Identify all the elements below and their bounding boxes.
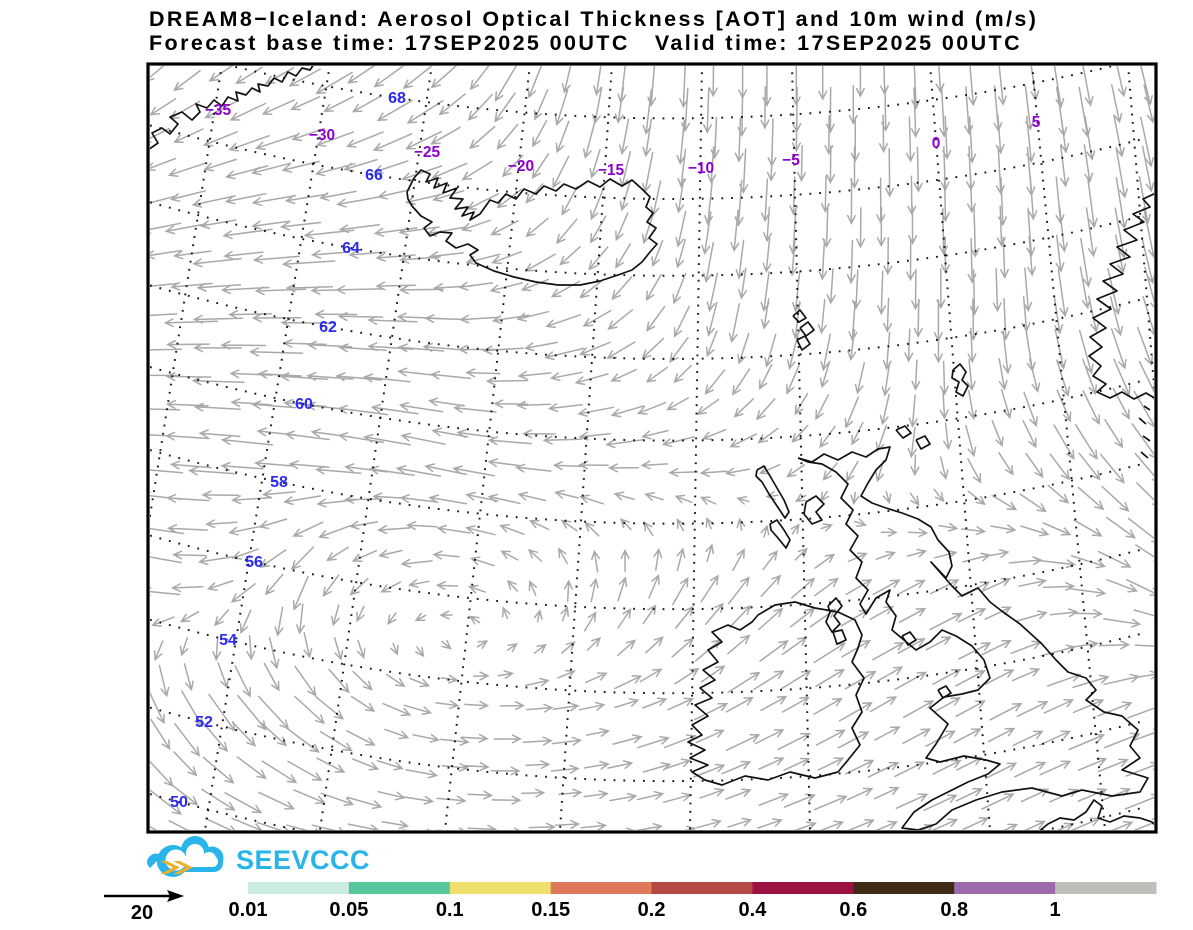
longitude-label: −15	[598, 162, 625, 179]
map-frame	[146, 62, 1158, 834]
logo-arrow-icon	[173, 861, 193, 874]
legend-segment	[550, 882, 653, 894]
legend-segment	[348, 882, 451, 894]
coastline-islay	[825, 597, 843, 633]
wind-vector-field	[150, 66, 1154, 830]
meridian-line	[559, 66, 613, 830]
legend-segment	[1055, 882, 1157, 894]
parallel-line	[150, 449, 1141, 525]
coastline-shetland	[951, 363, 969, 397]
coastline-norway-islet-2	[1138, 417, 1147, 425]
wind-arrows	[150, 66, 1154, 830]
longitude-labels: −35 −30 −25 −20 −15 −10 −5 0 5	[205, 102, 1041, 179]
latitude-label: 56	[245, 554, 263, 571]
legend-segment	[449, 882, 552, 894]
legend-label: 0.8	[940, 899, 968, 921]
coastline-faroe-3	[796, 335, 811, 351]
seevccc-logo: SEEVCCC	[147, 836, 370, 877]
meridian-line	[689, 66, 703, 830]
coastline-isle-of-man	[901, 631, 917, 646]
wind-scale-arrowhead-icon	[167, 890, 184, 902]
coastline-hebrides-2	[769, 519, 791, 549]
legend-segment	[853, 882, 955, 894]
meridian-line	[929, 66, 991, 830]
coastline-greenland	[150, 66, 314, 150]
coastline-anglesey	[937, 685, 952, 699]
graticule-parallels	[150, 66, 1141, 830]
wind-scale-reference: 20	[104, 890, 184, 924]
latitude-label: 50	[170, 794, 188, 811]
legend-label: 0.1	[436, 899, 464, 921]
latitude-label: 62	[319, 319, 337, 336]
parallel-line	[150, 706, 1141, 783]
coastline-iceland	[406, 169, 658, 286]
legend-label: 0.2	[638, 899, 666, 921]
legend-segment	[651, 882, 753, 894]
figure-title: DREAM8−Iceland: Aerosol Optical Thicknes…	[149, 7, 1039, 31]
latitude-label: 60	[295, 396, 313, 413]
latitude-label: 58	[270, 474, 288, 491]
coastlines	[150, 66, 1154, 830]
longitude-label: −30	[309, 127, 335, 144]
latitude-label: 66	[365, 167, 383, 184]
coastline-france	[1039, 799, 1154, 830]
parallel-line	[150, 124, 1141, 201]
coastline-great-britain	[797, 446, 1149, 830]
coastline-norway-islet-4	[1140, 451, 1149, 459]
coastline-orkney-1	[895, 425, 912, 439]
parallel-line	[150, 618, 1141, 695]
legend-segment	[248, 882, 350, 894]
legend-label: 1	[1050, 899, 1061, 921]
logo-arrow-icon	[160, 861, 180, 874]
legend-segment	[954, 882, 1056, 894]
aot-color-scale: 0.01 0.05 0.1 0.15 0.2 0.4 0.6 0.8 1	[229, 882, 1157, 921]
longitude-label: −35	[205, 102, 232, 119]
legend-segment	[752, 882, 854, 894]
latitude-label: 52	[195, 714, 213, 731]
legend-label: 0.05	[329, 899, 368, 921]
meridian-line	[444, 66, 531, 830]
legend-label: 0.15	[531, 899, 570, 921]
parallel-line	[150, 201, 1141, 277]
legend-label: 0.6	[839, 899, 867, 921]
coastline-norway-islet-3	[1142, 435, 1151, 442]
coastline-norway-islet-1	[1143, 405, 1151, 411]
latitude-label: 68	[388, 90, 406, 107]
longitude-label: −20	[508, 158, 534, 175]
coastline-faroe-1	[792, 309, 807, 323]
coastline-faroe-2	[799, 321, 815, 337]
coastline-norway	[1088, 192, 1154, 400]
longitude-label: −25	[414, 144, 441, 161]
parallel-line	[227, 66, 1117, 120]
coastline-lough-neagh	[832, 629, 847, 645]
meridian-line	[791, 66, 811, 830]
wind-scale-value: 20	[131, 902, 153, 924]
latitude-label: 64	[342, 240, 360, 257]
coastline-orkney-2	[915, 435, 931, 450]
cloud-icon	[147, 836, 224, 877]
longitude-label: −10	[688, 160, 714, 177]
coastline-ireland	[687, 601, 865, 786]
longitude-label: 5	[1032, 114, 1041, 131]
parallel-line	[150, 534, 1141, 611]
cloud-inner	[166, 856, 218, 867]
latitude-label: 54	[219, 632, 237, 649]
legend-label: 0.01	[229, 899, 268, 921]
cloud-tail	[147, 853, 162, 868]
graticule-meridians	[150, 66, 1154, 830]
parallel-line	[150, 284, 1141, 360]
longitude-label: 0	[932, 135, 941, 152]
figure-subtitle: Forecast base time: 17SEP2025 00UTC Vali…	[149, 31, 1023, 55]
coastline-hebrides-1	[755, 465, 790, 519]
legend-label: 0.4	[739, 899, 768, 921]
coastline-skye	[803, 495, 825, 525]
longitude-label: −5	[782, 152, 800, 169]
parallel-line	[150, 366, 1141, 442]
logo-text: SEEVCCC	[236, 845, 370, 875]
latitude-labels: 68 66 64 62 60 58 56 54 52 50	[170, 90, 406, 811]
